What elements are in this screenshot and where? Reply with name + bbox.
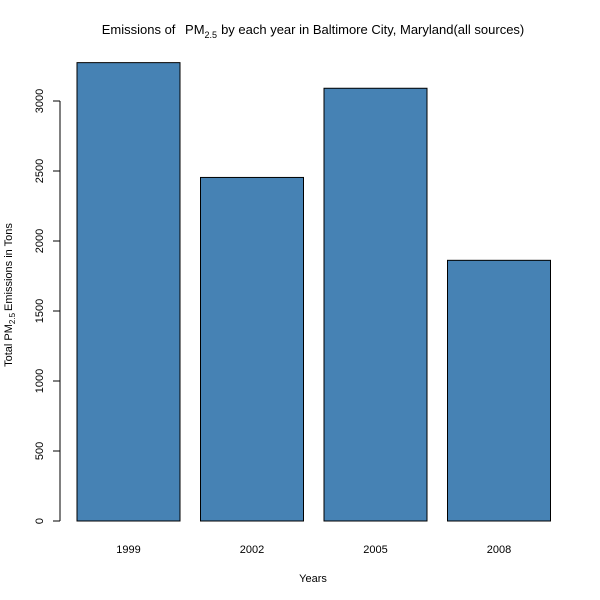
bar-2002 (200, 176, 304, 522)
y-axis: 0 500 1000 1500 2000 2500 3000 (34, 89, 61, 524)
chart-title-suffix: by each year in Baltimore City, Maryland… (221, 22, 524, 37)
y-tick-label-0: 0 (34, 518, 46, 524)
y-tick-label-2500: 2500 (34, 159, 46, 183)
y-tick-label-500: 500 (34, 442, 46, 460)
y-tick-label-1000: 1000 (34, 369, 46, 393)
chart-title-prefix: Emissions of (102, 22, 176, 37)
y-tick-label-1500: 1500 (34, 299, 46, 323)
x-tick-label-2002: 2002 (240, 544, 264, 556)
y-axis-label-subscript: 2.5 (8, 312, 17, 324)
x-axis-label: Years (299, 573, 327, 585)
x-tick-label-1999: 1999 (116, 544, 140, 556)
bars-group (76, 62, 551, 522)
bar-2008 (447, 259, 551, 522)
x-axis-labels: 1999 2002 2005 2008 (116, 544, 511, 556)
x-tick-label-2005: 2005 (363, 544, 387, 556)
chart-title: Emissions of PM2.5 by each year in Baltim… (102, 22, 525, 40)
y-axis-label-prefix: Total PM (3, 324, 15, 367)
y-tick-label-3000: 3000 (34, 89, 46, 113)
x-tick-label-2008: 2008 (487, 544, 511, 556)
y-axis-label-suffix: Emissions in Tons (3, 223, 15, 311)
bar-2005 (323, 87, 428, 522)
bar-1999 (76, 62, 181, 522)
chart-title-subscript: 2.5 (205, 30, 218, 40)
y-axis-label: Total PM2.5Emissions in Tons (3, 223, 17, 367)
y-tick-label-2000: 2000 (34, 229, 46, 253)
chart-title-pm: PM (185, 22, 205, 37)
